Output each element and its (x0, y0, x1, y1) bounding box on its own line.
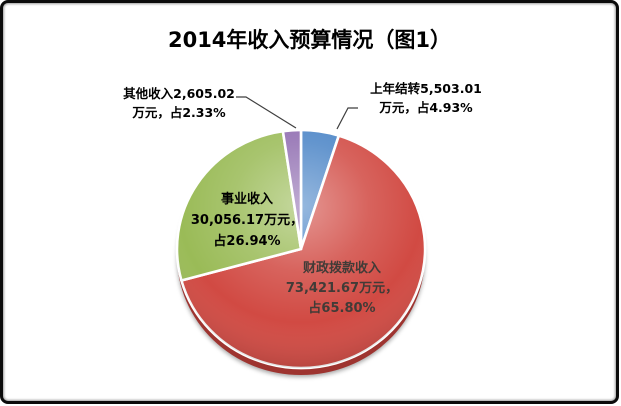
label-fiscal-appropriation: 财政拨款收入 73,421.67万元， 占65.80% (271, 259, 413, 319)
label-carryover: 上年结转5,503.01 万元，占4.93% (353, 79, 499, 117)
leader-line-other-income (236, 96, 297, 129)
label-business-income: 事业收入 30,056.17万元， 占26.94% (183, 189, 311, 252)
leader-line-carryover (336, 107, 358, 130)
label-other-income: 其他收入2,605.02 万元，占2.33% (116, 84, 242, 122)
chart-title: 2014年收入预算情况（图1） (167, 28, 452, 52)
label-other-income-line2: 万元，占2.33% (132, 105, 226, 120)
label-fiscal-line1: 财政拨款收入 (302, 261, 381, 276)
label-business-income-line3: 占26.94% (213, 234, 281, 249)
label-business-income-line1: 事业收入 (220, 192, 273, 207)
label-other-income-line1: 其他收入2,605.02 (123, 86, 235, 101)
label-business-income-line2: 30,056.17万元， (190, 213, 304, 228)
label-carryover-line1: 上年结转5,503.01 (370, 81, 482, 96)
label-carryover-line2: 万元，占4.93% (379, 100, 473, 115)
label-fiscal-line2: 73,421.67万元， (285, 281, 399, 296)
label-fiscal-line3: 占65.80% (308, 301, 376, 316)
